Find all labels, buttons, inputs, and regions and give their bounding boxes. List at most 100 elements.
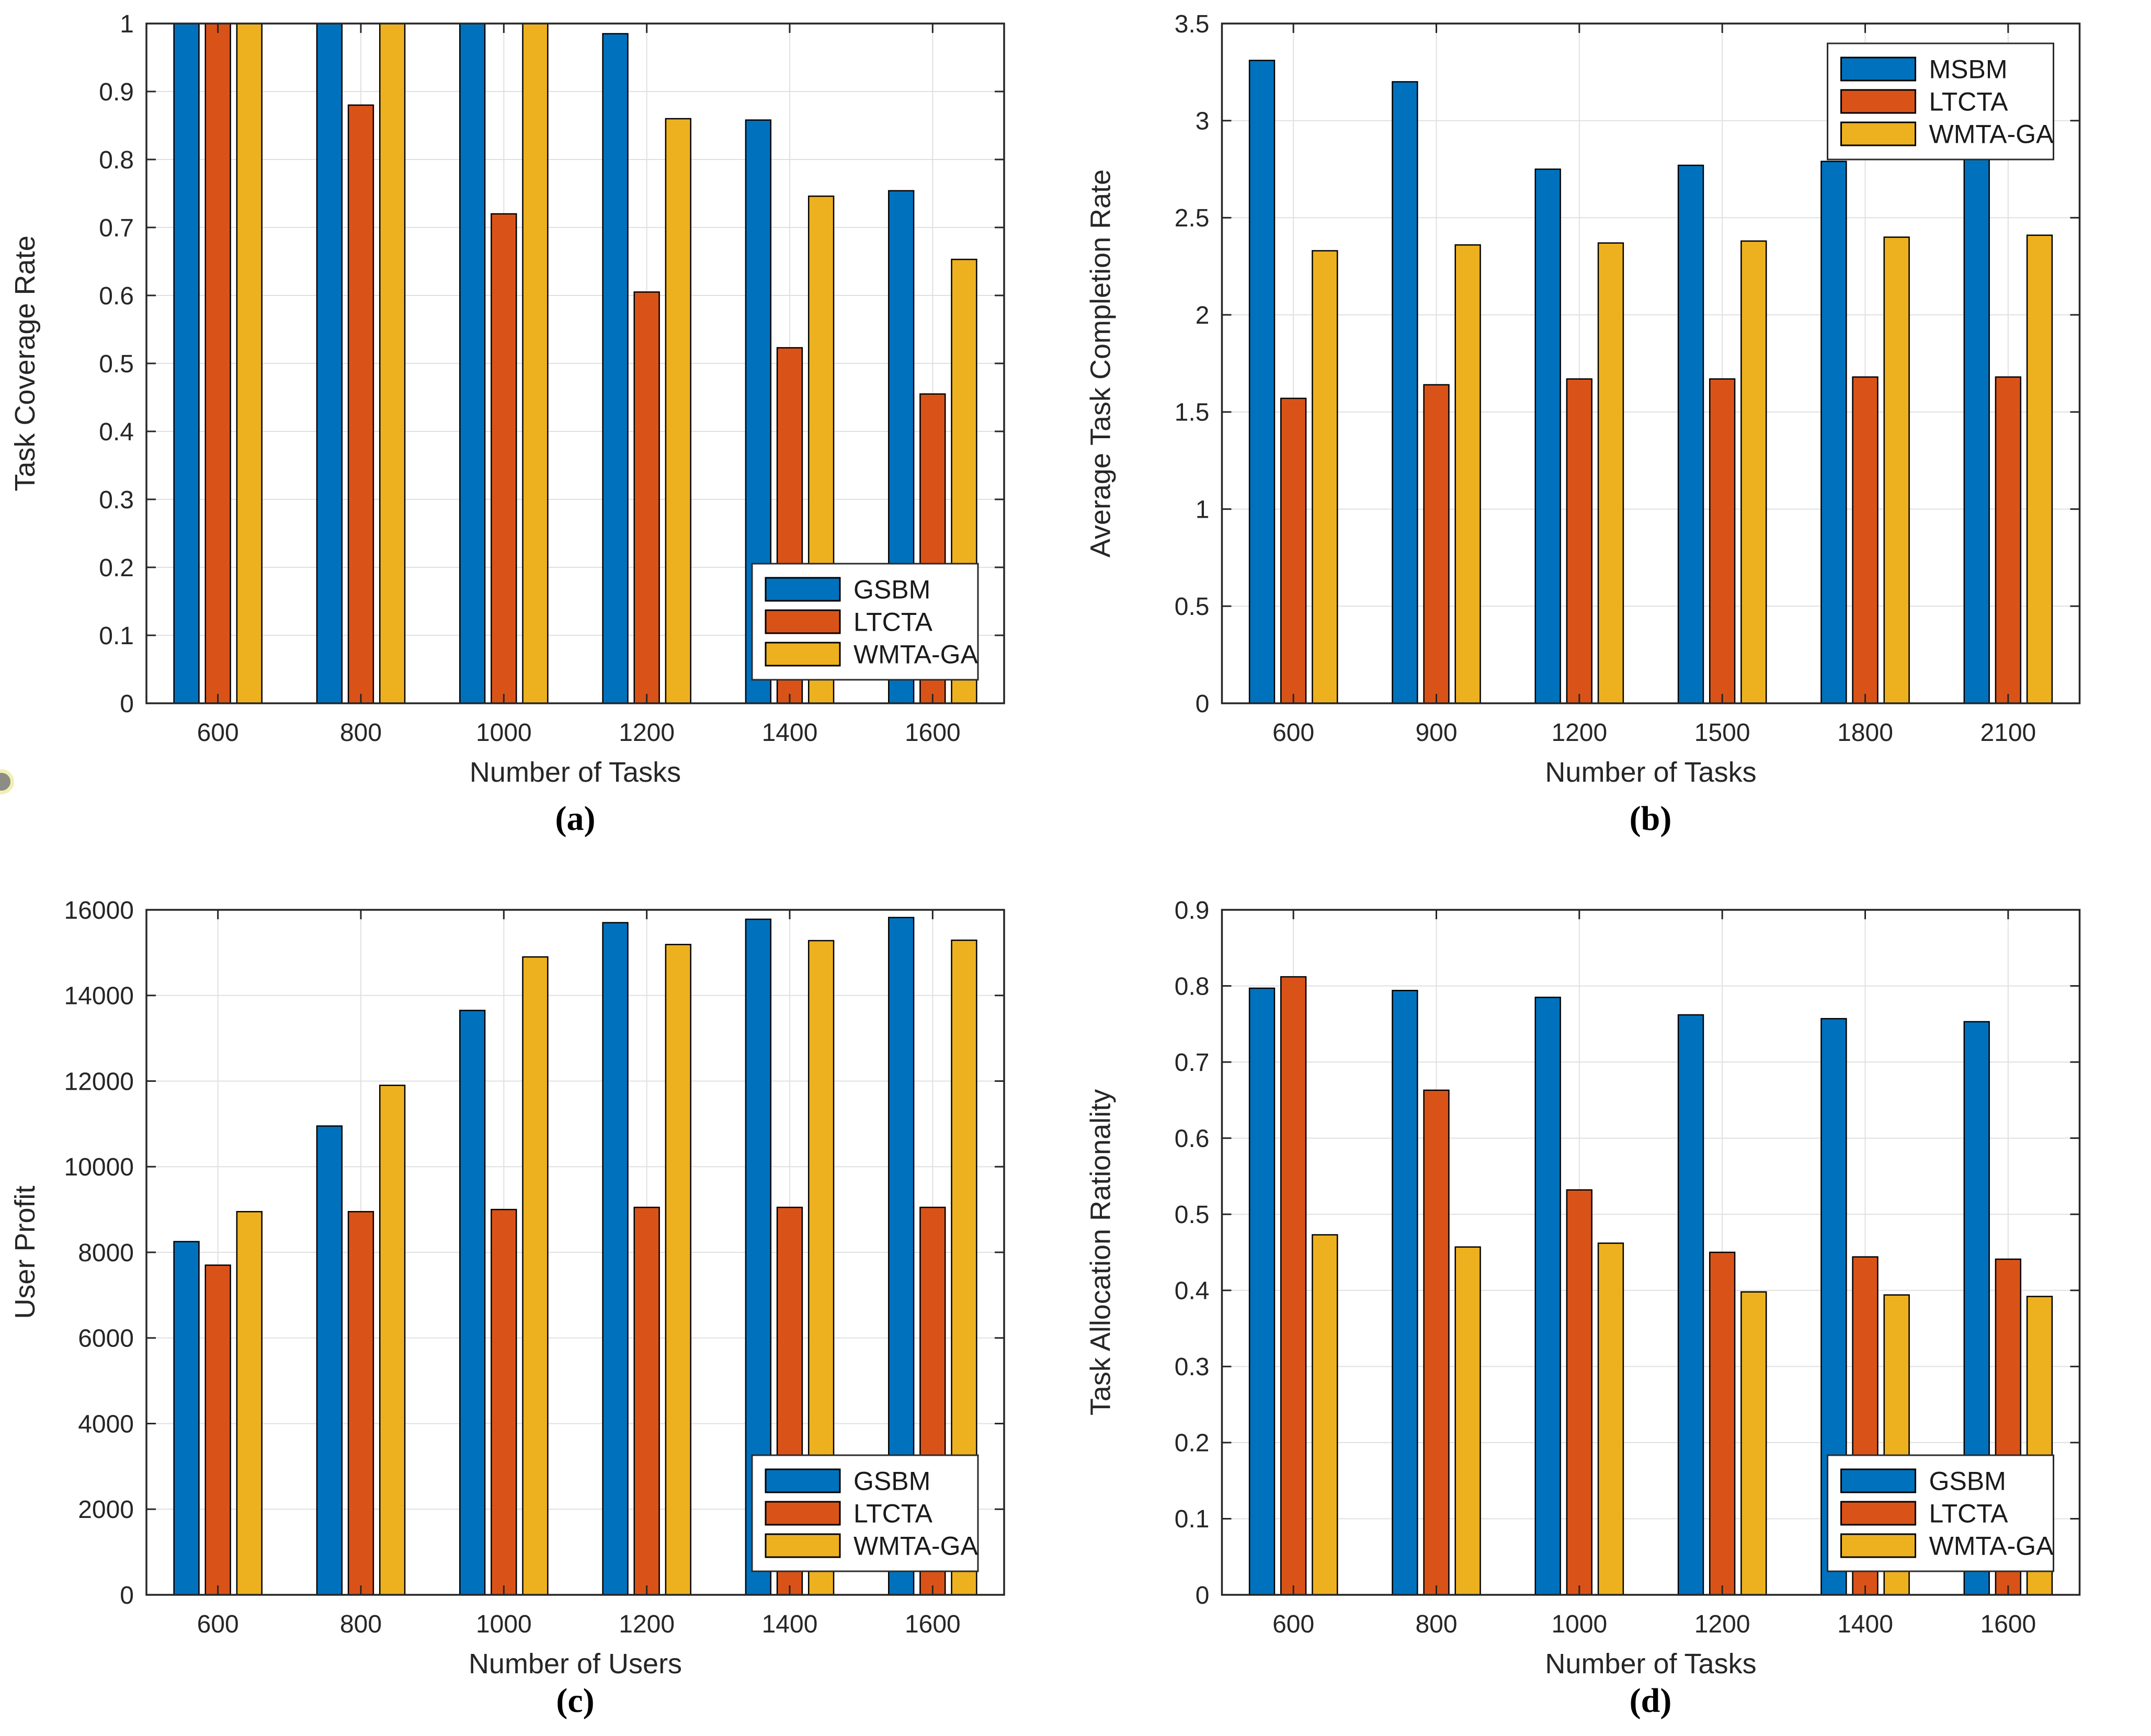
x-tick-label: 600 bbox=[197, 1611, 239, 1638]
y-tick-label: 0.7 bbox=[1175, 1049, 1210, 1077]
x-tick-label: 600 bbox=[1272, 1611, 1314, 1638]
bar-WMTA-GA-1200 bbox=[1740, 1291, 1767, 1596]
bar-WMTA-GA-1800 bbox=[1883, 236, 1910, 704]
x-tick-label: 800 bbox=[340, 1611, 382, 1638]
caption-c-text: (c) bbox=[556, 1682, 595, 1720]
y-tick-label: 2.5 bbox=[1175, 204, 1210, 232]
bar-LTCTA-600 bbox=[1280, 397, 1307, 704]
bar-LTCTA-1200 bbox=[1566, 378, 1593, 704]
legend-label-LTCTA: LTCTA bbox=[1929, 1499, 2009, 1528]
bar-LTCTA-800 bbox=[1423, 1089, 1450, 1596]
y-tick-label: 2 bbox=[1196, 302, 1210, 329]
legend-swatch-WMTA-GA bbox=[1840, 1533, 1916, 1558]
plot-box bbox=[1221, 909, 2081, 1596]
bar-WMTA-GA-1000 bbox=[522, 956, 549, 1596]
legend-label-GSBM: GSBM bbox=[1929, 1467, 2006, 1496]
legend-label-LTCTA: LTCTA bbox=[853, 1499, 933, 1528]
y-axis-label: User Profit bbox=[9, 1185, 41, 1319]
bar-WMTA-GA-1200 bbox=[665, 118, 691, 704]
panel-b: 0 0.5 1 1.5 2 2.5 3 3.5 600 900 1200 1500 1800 2100 Nu… bbox=[1075, 0, 2151, 868]
bar-MSBM-1200 bbox=[1534, 168, 1561, 704]
caption-b-text: (b) bbox=[1629, 800, 1672, 838]
bar-WMTA-GA-800 bbox=[1454, 1246, 1481, 1596]
legend-swatch-WMTA-GA bbox=[1840, 121, 1916, 146]
x-tick-label: 800 bbox=[340, 719, 382, 747]
caption-c: (c) bbox=[146, 1681, 1004, 1721]
bar-WMTA-GA-1000 bbox=[1597, 1242, 1624, 1596]
bar-GSBM-1200 bbox=[1677, 1014, 1704, 1596]
legend: MSBM LTCTA WMTA-GA bbox=[1827, 42, 2054, 161]
legend-swatch-WMTA-GA bbox=[765, 1533, 841, 1558]
legend-label-LTCTA: LTCTA bbox=[1929, 87, 2009, 117]
y-tick-label: 1 bbox=[120, 10, 134, 38]
chart-c: 0 2000 4000 6000 8000 10000 12000 14000 16000 600… bbox=[9, 897, 1005, 1680]
x-tick-label: 1200 bbox=[619, 719, 675, 747]
legend-swatch-LTCTA bbox=[1840, 1501, 1916, 1526]
y-tick-label: 0.1 bbox=[1175, 1505, 1210, 1533]
y-tick-label: 3 bbox=[1196, 108, 1210, 135]
legend-swatch-WMTA-GA bbox=[765, 642, 841, 667]
y-axis-label: Average Task Completion Rate bbox=[1085, 169, 1117, 557]
legend-label-WMTA-GA: WMTA-GA bbox=[1929, 1532, 2054, 1561]
x-axis-label: Number of Users bbox=[469, 1648, 682, 1680]
x-tick-label: 1400 bbox=[1837, 1611, 1893, 1638]
y-tick-label: 0 bbox=[120, 690, 134, 718]
x-tick-label: 1600 bbox=[1980, 1611, 2036, 1638]
x-tick-label: 600 bbox=[197, 719, 239, 747]
bar-GSBM-800 bbox=[316, 1125, 343, 1596]
bar-LTCTA-600 bbox=[1280, 976, 1307, 1596]
y-tick-label: 0.7 bbox=[99, 214, 134, 242]
bar-WMTA-GA-1200 bbox=[665, 944, 691, 1596]
y-tick-label: 16000 bbox=[64, 897, 134, 924]
bar-LTCTA-800 bbox=[347, 1210, 374, 1596]
x-tick-label: 1400 bbox=[762, 719, 818, 747]
y-tick-label: 0.2 bbox=[99, 554, 134, 582]
bar-MSBM-600 bbox=[1248, 60, 1276, 704]
legend: GSBM LTCTA WMTA-GA bbox=[1827, 1454, 2054, 1572]
bar-LTCTA-1200 bbox=[633, 1206, 660, 1596]
bar-WMTA-GA-800 bbox=[379, 22, 406, 704]
bar-MSBM-1800 bbox=[1820, 161, 1847, 704]
y-tick-label: 0.2 bbox=[1175, 1430, 1210, 1457]
legend-label-WMTA-GA: WMTA-GA bbox=[853, 640, 978, 669]
legend-label-WMTA-GA: WMTA-GA bbox=[1929, 120, 2054, 149]
bar-GSBM-1000 bbox=[459, 1010, 486, 1596]
y-tick-label: 12000 bbox=[64, 1068, 134, 1095]
x-tick-label: 800 bbox=[1415, 1611, 1457, 1638]
panel-d: 0 0.1 0.2 0.3 0.4 0.5 0.6 0.7 0.8 0.9 600 800 1000 12… bbox=[1075, 868, 2151, 1736]
x-axis-label: Number of Tasks bbox=[470, 757, 681, 788]
y-tick-label: 0.1 bbox=[99, 622, 134, 650]
legend-swatch-MSBM bbox=[1840, 56, 1916, 82]
legend-swatch-GSBM bbox=[1840, 1468, 1916, 1493]
bar-WMTA-GA-800 bbox=[379, 1084, 406, 1596]
y-tick-label: 10000 bbox=[64, 1153, 134, 1181]
y-tick-label: 0.5 bbox=[99, 350, 134, 378]
bar-WMTA-GA-900 bbox=[1454, 244, 1481, 704]
x-tick-label: 2100 bbox=[1980, 719, 2036, 747]
bar-LTCTA-1500 bbox=[1709, 378, 1736, 704]
legend-label-GSBM: GSBM bbox=[853, 1467, 930, 1496]
legend-swatch-LTCTA bbox=[1840, 89, 1916, 114]
bar-WMTA-GA-600 bbox=[1312, 1234, 1338, 1596]
bar-GSBM-800 bbox=[1392, 990, 1418, 1596]
y-tick-label: 0 bbox=[1196, 1582, 1210, 1609]
x-tick-label: 1000 bbox=[1551, 1611, 1607, 1638]
bar-LTCTA-1800 bbox=[1852, 376, 1879, 704]
legend-label-WMTA-GA: WMTA-GA bbox=[853, 1532, 978, 1561]
legend: GSBM LTCTA WMTA-GA bbox=[751, 563, 979, 681]
caption-d: (d) bbox=[1222, 1681, 2079, 1721]
x-tick-label: 600 bbox=[1272, 719, 1314, 747]
bar-GSBM-1000 bbox=[1534, 997, 1561, 1596]
y-axis-label: Task Coverage Rate bbox=[9, 235, 41, 491]
y-tick-label: 0.9 bbox=[1175, 897, 1210, 924]
y-tick-label: 6000 bbox=[78, 1325, 134, 1353]
y-tick-label: 0.4 bbox=[1175, 1277, 1210, 1305]
bar-GSBM-600 bbox=[1248, 987, 1276, 1596]
caption-a-text: (a) bbox=[555, 800, 596, 838]
y-tick-label: 0.4 bbox=[99, 418, 134, 446]
bar-LTCTA-600 bbox=[204, 22, 231, 704]
y-tick-label: 1.5 bbox=[1175, 399, 1210, 427]
cursor-artifact bbox=[0, 773, 10, 791]
bar-GSBM-1000 bbox=[459, 22, 486, 704]
y-tick-label: 1 bbox=[1196, 496, 1210, 523]
